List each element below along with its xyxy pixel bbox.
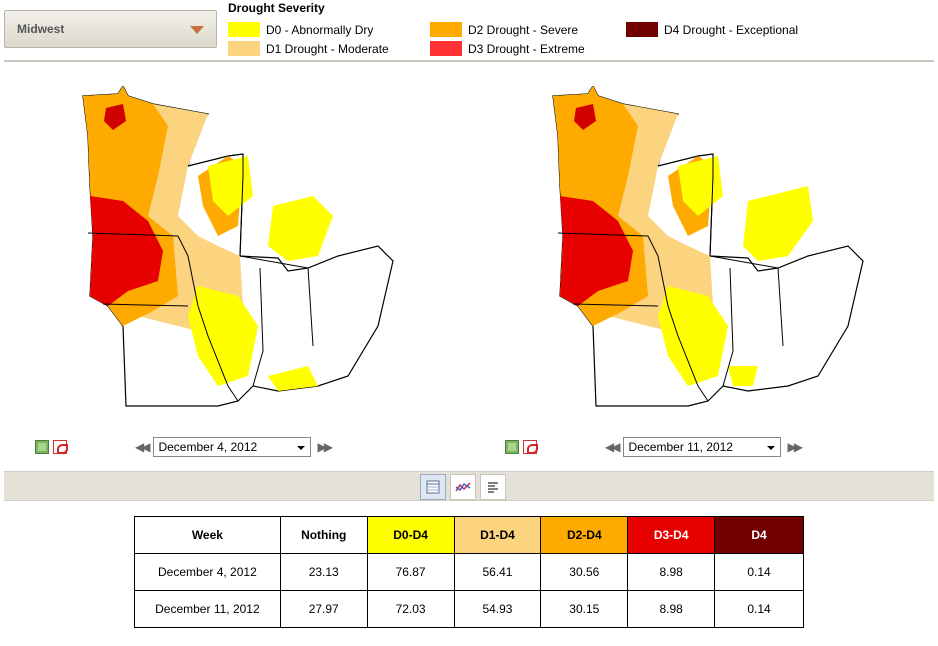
next-week-icon[interactable]: ▶▶ [787,440,803,454]
legend-label: D2 Drought - Severe [468,22,579,37]
legend-label: D1 Drought - Moderate [266,41,389,56]
image-download-icon[interactable] [505,440,519,454]
midwest-drought-map [552,86,864,407]
map-1-controls: ◀◀ December 4, 2012 ▶▶ [35,436,333,458]
chevron-down-icon [190,26,204,34]
legend-item-d2: D2 Drought - Severe [430,22,578,37]
legend-item-d0: D0 - Abnormally Dry [228,22,373,37]
legend-swatch [228,22,260,37]
legend-label: D0 - Abnormally Dry [266,22,374,37]
header-divider [4,60,934,62]
cell-d3-d4: 8.98 [627,590,716,628]
view-toolbar [4,471,934,501]
chevron-down-icon [297,446,306,450]
pdf-download-icon[interactable] [523,440,538,454]
cell-d0-d4: 76.87 [366,553,455,591]
image-download-icon[interactable] [35,440,49,454]
text-view-icon [488,482,498,493]
table-header-row: Week Nothing D0-D4 D1-D4 D2-D4 D3-D4 D4 [134,516,804,554]
legend-item-d1: D1 Drought - Moderate [228,41,389,56]
table-row: December 11, 2012 27.97 72.03 54.93 30.1… [134,590,804,628]
table-row: December 4, 2012 23.13 76.87 56.41 30.56… [134,553,804,591]
cell-nothing: 27.97 [279,590,368,628]
legend-item-d4: D4 Drought - Exceptional [626,22,798,37]
col-nothing: Nothing [279,516,368,554]
legend-item-d3: D3 Drought - Extreme [430,41,585,56]
table-view-button[interactable] [420,474,446,500]
col-d4: D4 [714,516,804,554]
chevron-down-icon [767,446,776,450]
col-week: Week [134,516,281,554]
col-d1-d4: D1-D4 [453,516,542,554]
map-1-date-select[interactable]: December 4, 2012 [153,437,312,457]
cell-d4: 0.14 [714,553,804,591]
legend-label: D4 Drought - Exceptional [664,22,799,37]
chart-view-icon [455,482,471,492]
col-d3-d4: D3-D4 [627,516,716,554]
drought-map-week-1 [78,86,398,411]
cell-nothing: 23.13 [279,553,368,591]
cell-d2-d4: 30.15 [540,590,629,628]
legend-label: D3 Drought - Extreme [468,41,585,56]
map-2-controls: ◀◀ December 11, 2012 ▶▶ [505,436,803,458]
region-dropdown-label: Midwest [17,22,65,36]
previous-week-icon[interactable]: ◀◀ [605,440,621,454]
col-d0-d4: D0-D4 [366,516,455,554]
legend-swatch [430,22,462,37]
region-dropdown[interactable]: Midwest [4,10,217,48]
legend-swatch [430,41,462,56]
chart-view-button[interactable] [450,474,476,500]
pdf-download-icon[interactable] [53,440,68,454]
map-2-date-value: December 11, 2012 [628,440,733,454]
col-d2-d4: D2-D4 [540,516,629,554]
map-1-date-value: December 4, 2012 [158,440,258,454]
drought-stats-table: Week Nothing D0-D4 D1-D4 D2-D4 D3-D4 D4 … [134,516,804,628]
legend-title: Drought Severity [228,1,325,15]
cell-d2-d4: 30.56 [540,553,629,591]
text-view-button[interactable] [480,474,506,500]
legend-swatch [228,41,260,56]
cell-d3-d4: 8.98 [627,553,716,591]
cell-d4: 0.14 [714,590,804,628]
legend-swatch [626,22,658,37]
cell-week: December 4, 2012 [134,553,281,591]
cell-d1-d4: 56.41 [453,553,542,591]
drought-map-week-2 [548,86,868,411]
table-view-icon [426,480,440,494]
next-week-icon[interactable]: ▶▶ [317,440,333,454]
map-2-date-select[interactable]: December 11, 2012 [623,437,782,457]
cell-d1-d4: 54.93 [453,590,542,628]
previous-week-icon[interactable]: ◀◀ [135,440,151,454]
cell-week: December 11, 2012 [134,590,281,628]
cell-d0-d4: 72.03 [366,590,455,628]
midwest-drought-map [82,86,394,407]
